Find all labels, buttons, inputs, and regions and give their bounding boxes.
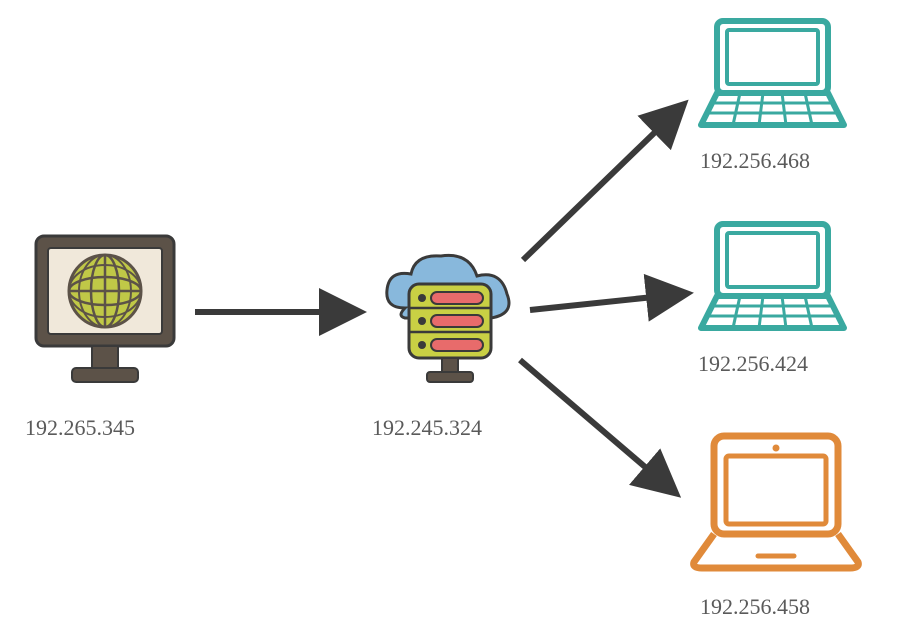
laptop1-node — [695, 15, 850, 140]
laptop2-label: 192.256.424 — [698, 351, 808, 377]
arrow-server-laptop2 — [530, 294, 682, 310]
arrow-server-laptop3 — [520, 360, 672, 490]
cloud-server-icon — [375, 248, 525, 398]
laptop-icon — [695, 218, 850, 338]
laptop3-label: 192.256.458 — [700, 594, 810, 620]
laptop-open-icon — [686, 428, 866, 578]
server-label: 192.245.324 — [372, 415, 482, 441]
laptop1-label: 192.256.468 — [700, 148, 810, 174]
laptop2-node — [695, 218, 850, 343]
source-node — [30, 230, 180, 395]
arrow-server-laptop1 — [523, 108, 680, 260]
source-label: 192.265.345 — [25, 415, 135, 441]
laptop3-node — [686, 428, 866, 583]
laptop-icon — [695, 15, 850, 135]
globe-monitor-icon — [30, 230, 180, 390]
server-node — [375, 248, 525, 403]
